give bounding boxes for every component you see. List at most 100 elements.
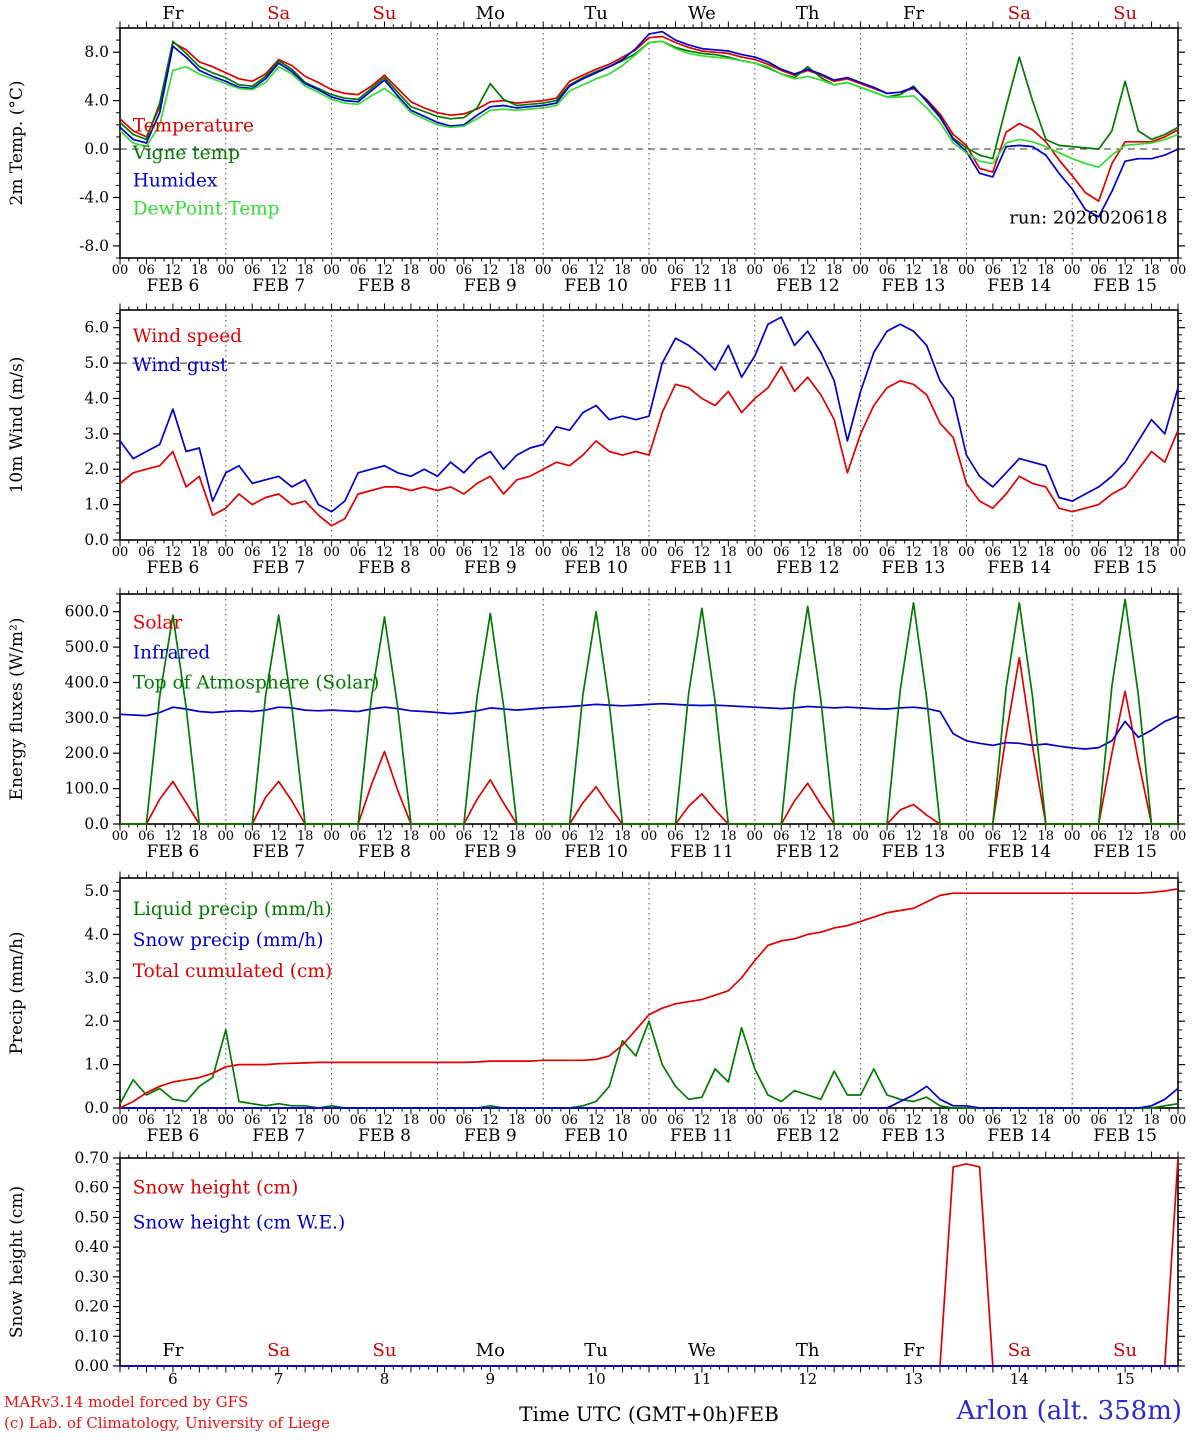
- legend-item-solar: Solar: [133, 613, 183, 634]
- date-label: FEB 10: [564, 842, 628, 862]
- date-label: FEB 13: [882, 842, 946, 862]
- x-tick-label: 06: [350, 263, 367, 278]
- weekday-label: Tu: [584, 3, 608, 24]
- x-tick-label: 00: [1170, 1113, 1187, 1128]
- y-tick-label: 500.0: [65, 638, 109, 656]
- x-tick-label: 00: [958, 545, 975, 560]
- day-number-label: 6: [168, 1370, 178, 1388]
- y-tick-label: 0.00: [74, 1357, 109, 1375]
- day-number-label: 8: [380, 1370, 390, 1388]
- y-tick-label: 0.70: [74, 1149, 109, 1167]
- x-tick-label: 12: [376, 1113, 393, 1128]
- weekday-label: Fr: [162, 3, 183, 24]
- x-tick-label: 00: [1064, 545, 1081, 560]
- x-tick-label: 06: [985, 829, 1002, 844]
- x-tick-label: 00: [1170, 263, 1187, 278]
- x-tick-label: 18: [826, 1113, 843, 1128]
- date-label: FEB 10: [564, 276, 628, 296]
- legend-item-liquid-precip-mm-h: Liquid precip (mm/h): [133, 899, 332, 920]
- x-tick-label: 18: [508, 545, 525, 560]
- x-tick-label: 12: [1117, 263, 1134, 278]
- panel-snow-height: 0.00 0.10 0.20 0.30 0.40 0.50 0.60 0.70 Snow hei…: [0, 1148, 1194, 1390]
- x-tick-label: 06: [138, 545, 155, 560]
- x-tick-label: 18: [191, 545, 208, 560]
- x-tick-label: 18: [614, 1113, 631, 1128]
- x-tick-label: 12: [905, 1113, 922, 1128]
- x-tick-label: 06: [456, 545, 473, 560]
- x-tick-label: 00: [852, 545, 869, 560]
- x-tick-label: 06: [138, 829, 155, 844]
- x-tick-label: 00: [958, 1113, 975, 1128]
- series-temperature: [119, 35, 1179, 202]
- weekday-label: We: [688, 1340, 716, 1361]
- panel-energy-fluxes: 0.0 100.0 200.0 300.0 400.0 500.0 600.0 Solar In…: [0, 580, 1194, 864]
- x-tick-label: 00: [429, 545, 446, 560]
- weekday-label: We: [688, 3, 716, 24]
- date-label: FEB 13: [882, 558, 946, 578]
- weekday-label: Su: [373, 1340, 397, 1361]
- date-label: FEB 15: [1093, 842, 1157, 862]
- x-tick-label: 18: [720, 829, 737, 844]
- date-label: FEB 9: [464, 1126, 517, 1146]
- date-label: FEB 9: [464, 276, 517, 296]
- footer: MARv3.14 model forced by GFS (c) Lab. of…: [0, 1390, 1194, 1440]
- weekday-label: Su: [1113, 1340, 1137, 1361]
- x-tick-label: 12: [588, 1113, 605, 1128]
- y-tick-label: 0.0: [84, 815, 109, 833]
- x-tick-label: 00: [1064, 829, 1081, 844]
- x-tick-label: 06: [138, 1113, 155, 1128]
- x-tick-label: 06: [667, 829, 684, 844]
- date-label: FEB 8: [358, 276, 411, 296]
- x-tick-label: 12: [270, 829, 287, 844]
- legend-item-snow-height-cm: Snow height (cm): [133, 1177, 299, 1198]
- x-tick-label: 06: [561, 1113, 578, 1128]
- x-tick-label: 12: [694, 1113, 711, 1128]
- x-tick-label: 06: [456, 1113, 473, 1128]
- x-tick-label: 00: [958, 263, 975, 278]
- y-tick-label: 0.60: [74, 1179, 109, 1197]
- run-annotation: run: 2026020618: [1009, 208, 1167, 229]
- x-tick-label: 00: [641, 263, 658, 278]
- panel-10m-wind: 0.0 1.0 2.0 3.0 4.0 5.0 6.0 Wind speed Wind gust…: [0, 296, 1194, 580]
- x-tick-label: 18: [1143, 545, 1160, 560]
- x-tick-label: 00: [112, 829, 129, 844]
- x-tick-label: 00: [747, 829, 764, 844]
- x-tick-label: 00: [218, 1113, 235, 1128]
- x-tick-label: 06: [456, 263, 473, 278]
- x-tick-label: 18: [614, 545, 631, 560]
- date-label: FEB 8: [358, 842, 411, 862]
- x-tick-label: 12: [482, 829, 499, 844]
- x-tick-label: 12: [482, 263, 499, 278]
- day-number-label: 10: [587, 1370, 606, 1388]
- x-tick-label: 06: [879, 1113, 896, 1128]
- x-tick-label: 06: [667, 1113, 684, 1128]
- x-tick-label: 18: [403, 1113, 420, 1128]
- temperature-chart: -8.0 -4.0 0.0 4.0 8.0 Temperature Vigne temp Hu…: [7, 3, 1187, 296]
- x-tick-label: 00: [852, 263, 869, 278]
- x-tick-label: 12: [270, 545, 287, 560]
- day-number-label: 11: [692, 1370, 711, 1388]
- y-tick-label: 0.40: [74, 1238, 109, 1256]
- day-number-label: 7: [274, 1370, 284, 1388]
- y-axis-title: Snow height (cm): [7, 1186, 27, 1338]
- day-number-label: 14: [1010, 1370, 1029, 1388]
- x-tick-label: 18: [403, 545, 420, 560]
- weekday-label: Sa: [1008, 1340, 1031, 1361]
- weekday-label: Th: [796, 3, 820, 24]
- weekday-label: Su: [1113, 3, 1137, 24]
- date-label: FEB 14: [987, 558, 1051, 578]
- y-tick-label: 0.50: [74, 1208, 109, 1226]
- legend-item-humidex: Humidex: [133, 171, 218, 192]
- x-tick-label: 00: [641, 1113, 658, 1128]
- x-tick-label: 06: [1090, 829, 1107, 844]
- x-tick-label: 18: [614, 263, 631, 278]
- x-tick-label: 00: [323, 829, 340, 844]
- x-tick-label: 18: [1037, 1113, 1054, 1128]
- legend-item-wind-gust: Wind gust: [133, 355, 228, 376]
- x-tick-label: 06: [244, 1113, 261, 1128]
- x-tick-label: 00: [535, 829, 552, 844]
- legend-item-snow-height-cm-w-e: Snow height (cm W.E.): [133, 1213, 346, 1234]
- x-tick-label: 18: [826, 545, 843, 560]
- x-tick-label: 06: [667, 263, 684, 278]
- series-humidex: [119, 30, 1179, 218]
